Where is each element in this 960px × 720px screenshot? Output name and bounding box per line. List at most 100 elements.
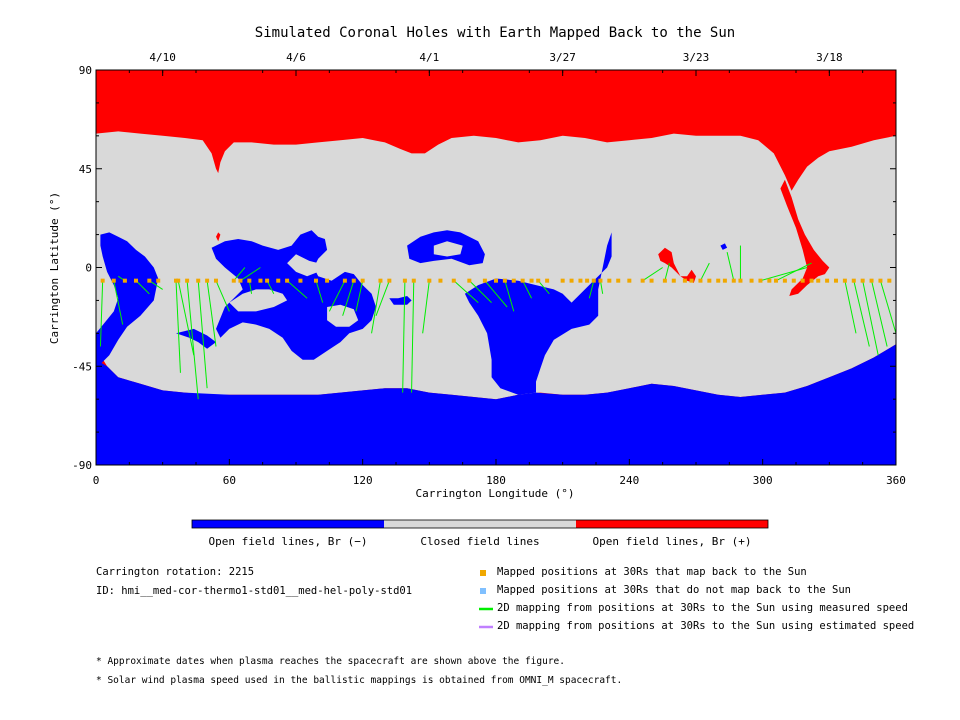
mapped-point <box>671 278 676 283</box>
date-tick-label: 3/27 <box>549 51 576 64</box>
open-region-center-complex <box>211 230 376 360</box>
mapped-point <box>598 278 603 283</box>
mapped-point <box>285 278 290 283</box>
mapped-point <box>782 278 787 283</box>
colorbar-segment <box>384 520 576 528</box>
x-tick-label: 60 <box>223 474 236 487</box>
x-axis-label: Carrington Longitude (°) <box>416 487 575 500</box>
mapping-line <box>853 280 870 347</box>
mapping-line <box>699 262 710 281</box>
x-tick-label: 300 <box>753 474 773 487</box>
mapped-points <box>100 278 892 283</box>
closed-island-1 <box>327 304 359 327</box>
mapping-line <box>664 262 670 281</box>
mapping-line <box>113 280 124 325</box>
mapping-line <box>402 280 406 393</box>
mapped-point <box>834 278 838 283</box>
mapped-point <box>174 278 178 283</box>
mapped-point <box>716 278 721 283</box>
mapped-point <box>265 278 270 283</box>
colorbar-segment <box>576 520 768 528</box>
mapped-point <box>851 278 856 283</box>
mapped-point <box>451 278 456 283</box>
mapped-point <box>529 278 534 283</box>
mapped-point <box>147 278 152 283</box>
mapping-line <box>286 280 308 299</box>
colorbar-label: Open field lines, Br (+) <box>593 535 752 548</box>
mapping-line <box>422 280 430 334</box>
y-tick-label: 0 <box>85 262 92 275</box>
mapping-line <box>197 280 208 389</box>
mapped-point <box>314 278 318 283</box>
legend-label: Mapped positions at 30Rs that map back t… <box>497 566 807 578</box>
mapping-line <box>99 280 104 347</box>
mapping-line <box>844 280 857 334</box>
mapping-line <box>149 280 163 290</box>
legend-label: Mapped positions at 30Rs that do not map… <box>497 584 852 596</box>
mapped-point <box>640 278 645 283</box>
colorbar: Open field lines, Br (−) Closed field lin… <box>191 519 769 548</box>
mapped-point <box>196 278 201 283</box>
footnote-speed: * Solar wind plasma speed used in the ba… <box>96 675 623 686</box>
date-tick-label: 4/10 <box>149 51 176 64</box>
date-tick-label: 4/1 <box>419 51 439 64</box>
mapped-point <box>800 278 805 283</box>
mapped-point <box>185 278 190 283</box>
x-tick-label: 120 <box>353 474 373 487</box>
mapping-line <box>135 280 150 295</box>
mapped-point <box>427 278 432 283</box>
mapped-point <box>258 278 263 283</box>
mapped-point <box>238 278 243 283</box>
mapped-point <box>360 278 365 283</box>
chart-title: Simulated Coronal Holes with Earth Mappe… <box>255 25 735 41</box>
mapped-point <box>205 278 210 283</box>
mapped-point <box>738 278 743 283</box>
south-polar-open-region <box>96 344 896 465</box>
mapped-point <box>176 278 181 283</box>
mapped-point <box>402 278 407 283</box>
mapped-point <box>100 278 105 283</box>
mapping-line <box>315 280 324 303</box>
date-tick-label: 3/18 <box>816 51 843 64</box>
mapped-point <box>774 278 778 283</box>
mapped-point <box>325 278 330 283</box>
mapped-point <box>869 278 874 283</box>
open-region-small-mid <box>389 296 412 305</box>
mapped-point <box>585 278 590 283</box>
mapping-line <box>215 280 230 312</box>
y-tick-label: -45 <box>72 360 92 373</box>
date-tick-label: 4/6 <box>286 51 306 64</box>
mapped-point <box>707 278 712 283</box>
y-axis-label: Carrington Latitude (°) <box>48 192 61 344</box>
mapping-line <box>375 280 390 316</box>
mapped-point <box>214 278 218 283</box>
mapped-point <box>438 278 443 283</box>
mapped-point <box>842 278 847 283</box>
mapped-point <box>591 278 596 283</box>
mapping-line <box>522 280 533 299</box>
mapped-point <box>627 278 632 283</box>
mapped-point <box>758 278 763 283</box>
mapping-lines <box>99 245 897 400</box>
legend-label: 2D mapping from positions at 30Rs to the… <box>497 620 915 632</box>
model-id: ID: hmi__med-cor-thermo1-std01__med-hel-… <box>96 585 413 597</box>
mapped-point <box>387 278 392 283</box>
mapping-line <box>504 280 515 312</box>
mapped-point <box>887 278 892 283</box>
mapped-point <box>536 278 541 283</box>
colorbar-segment <box>192 520 384 528</box>
mapping-line <box>588 280 595 299</box>
mapped-point <box>511 278 516 283</box>
open-positive-small <box>216 232 221 242</box>
mapped-point <box>378 278 383 283</box>
mapped-point <box>569 278 574 283</box>
x-tick-label: 360 <box>886 474 906 487</box>
y-tick-label: 45 <box>79 163 92 176</box>
axes: 0 60 120 180 240 300 360 -90 -45 0 45 90 4/10 4/6 4/1 3… <box>72 51 906 487</box>
mapped-point <box>662 278 667 283</box>
y-tick-label: 90 <box>79 64 92 77</box>
mapped-point <box>298 278 303 283</box>
mapped-point <box>649 278 654 283</box>
mapped-point <box>231 278 236 283</box>
mapping-line <box>240 267 261 282</box>
